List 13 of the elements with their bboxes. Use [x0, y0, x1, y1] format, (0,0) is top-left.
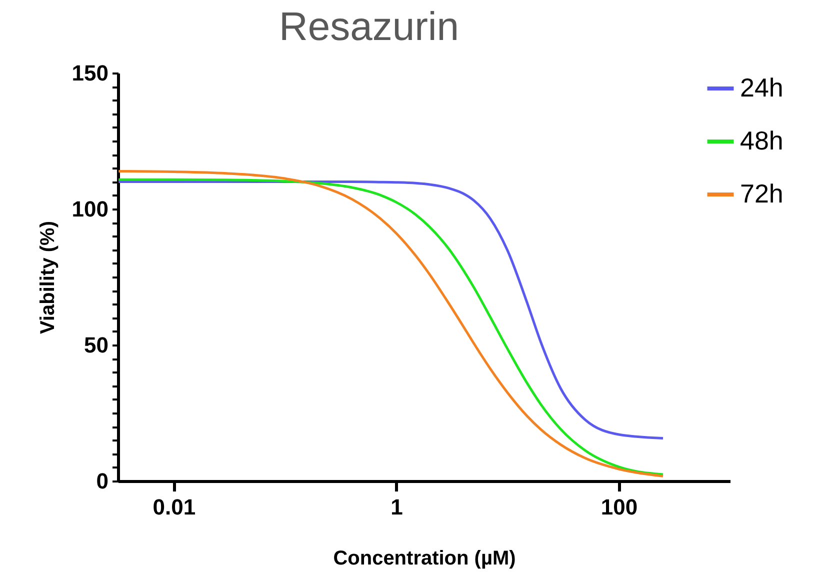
y-axis-title: Viability (%) — [36, 221, 59, 334]
x-tick-label: 100 — [600, 494, 638, 520]
chart-title: Resazurin — [278, 5, 460, 49]
legend-label: 72h — [740, 178, 784, 208]
y-tick-label: 100 — [72, 196, 108, 222]
y-tick-label: 150 — [72, 60, 108, 86]
x-axis-title: Concentration (µM) — [333, 548, 516, 570]
legend-label: 48h — [740, 126, 784, 156]
x-tick-label: 0.01 — [152, 494, 196, 520]
x-tick-label: 1 — [390, 494, 403, 520]
legend-label: 24h — [740, 72, 784, 102]
y-tick-label: 0 — [96, 468, 108, 494]
y-tick-label: 50 — [84, 332, 108, 358]
